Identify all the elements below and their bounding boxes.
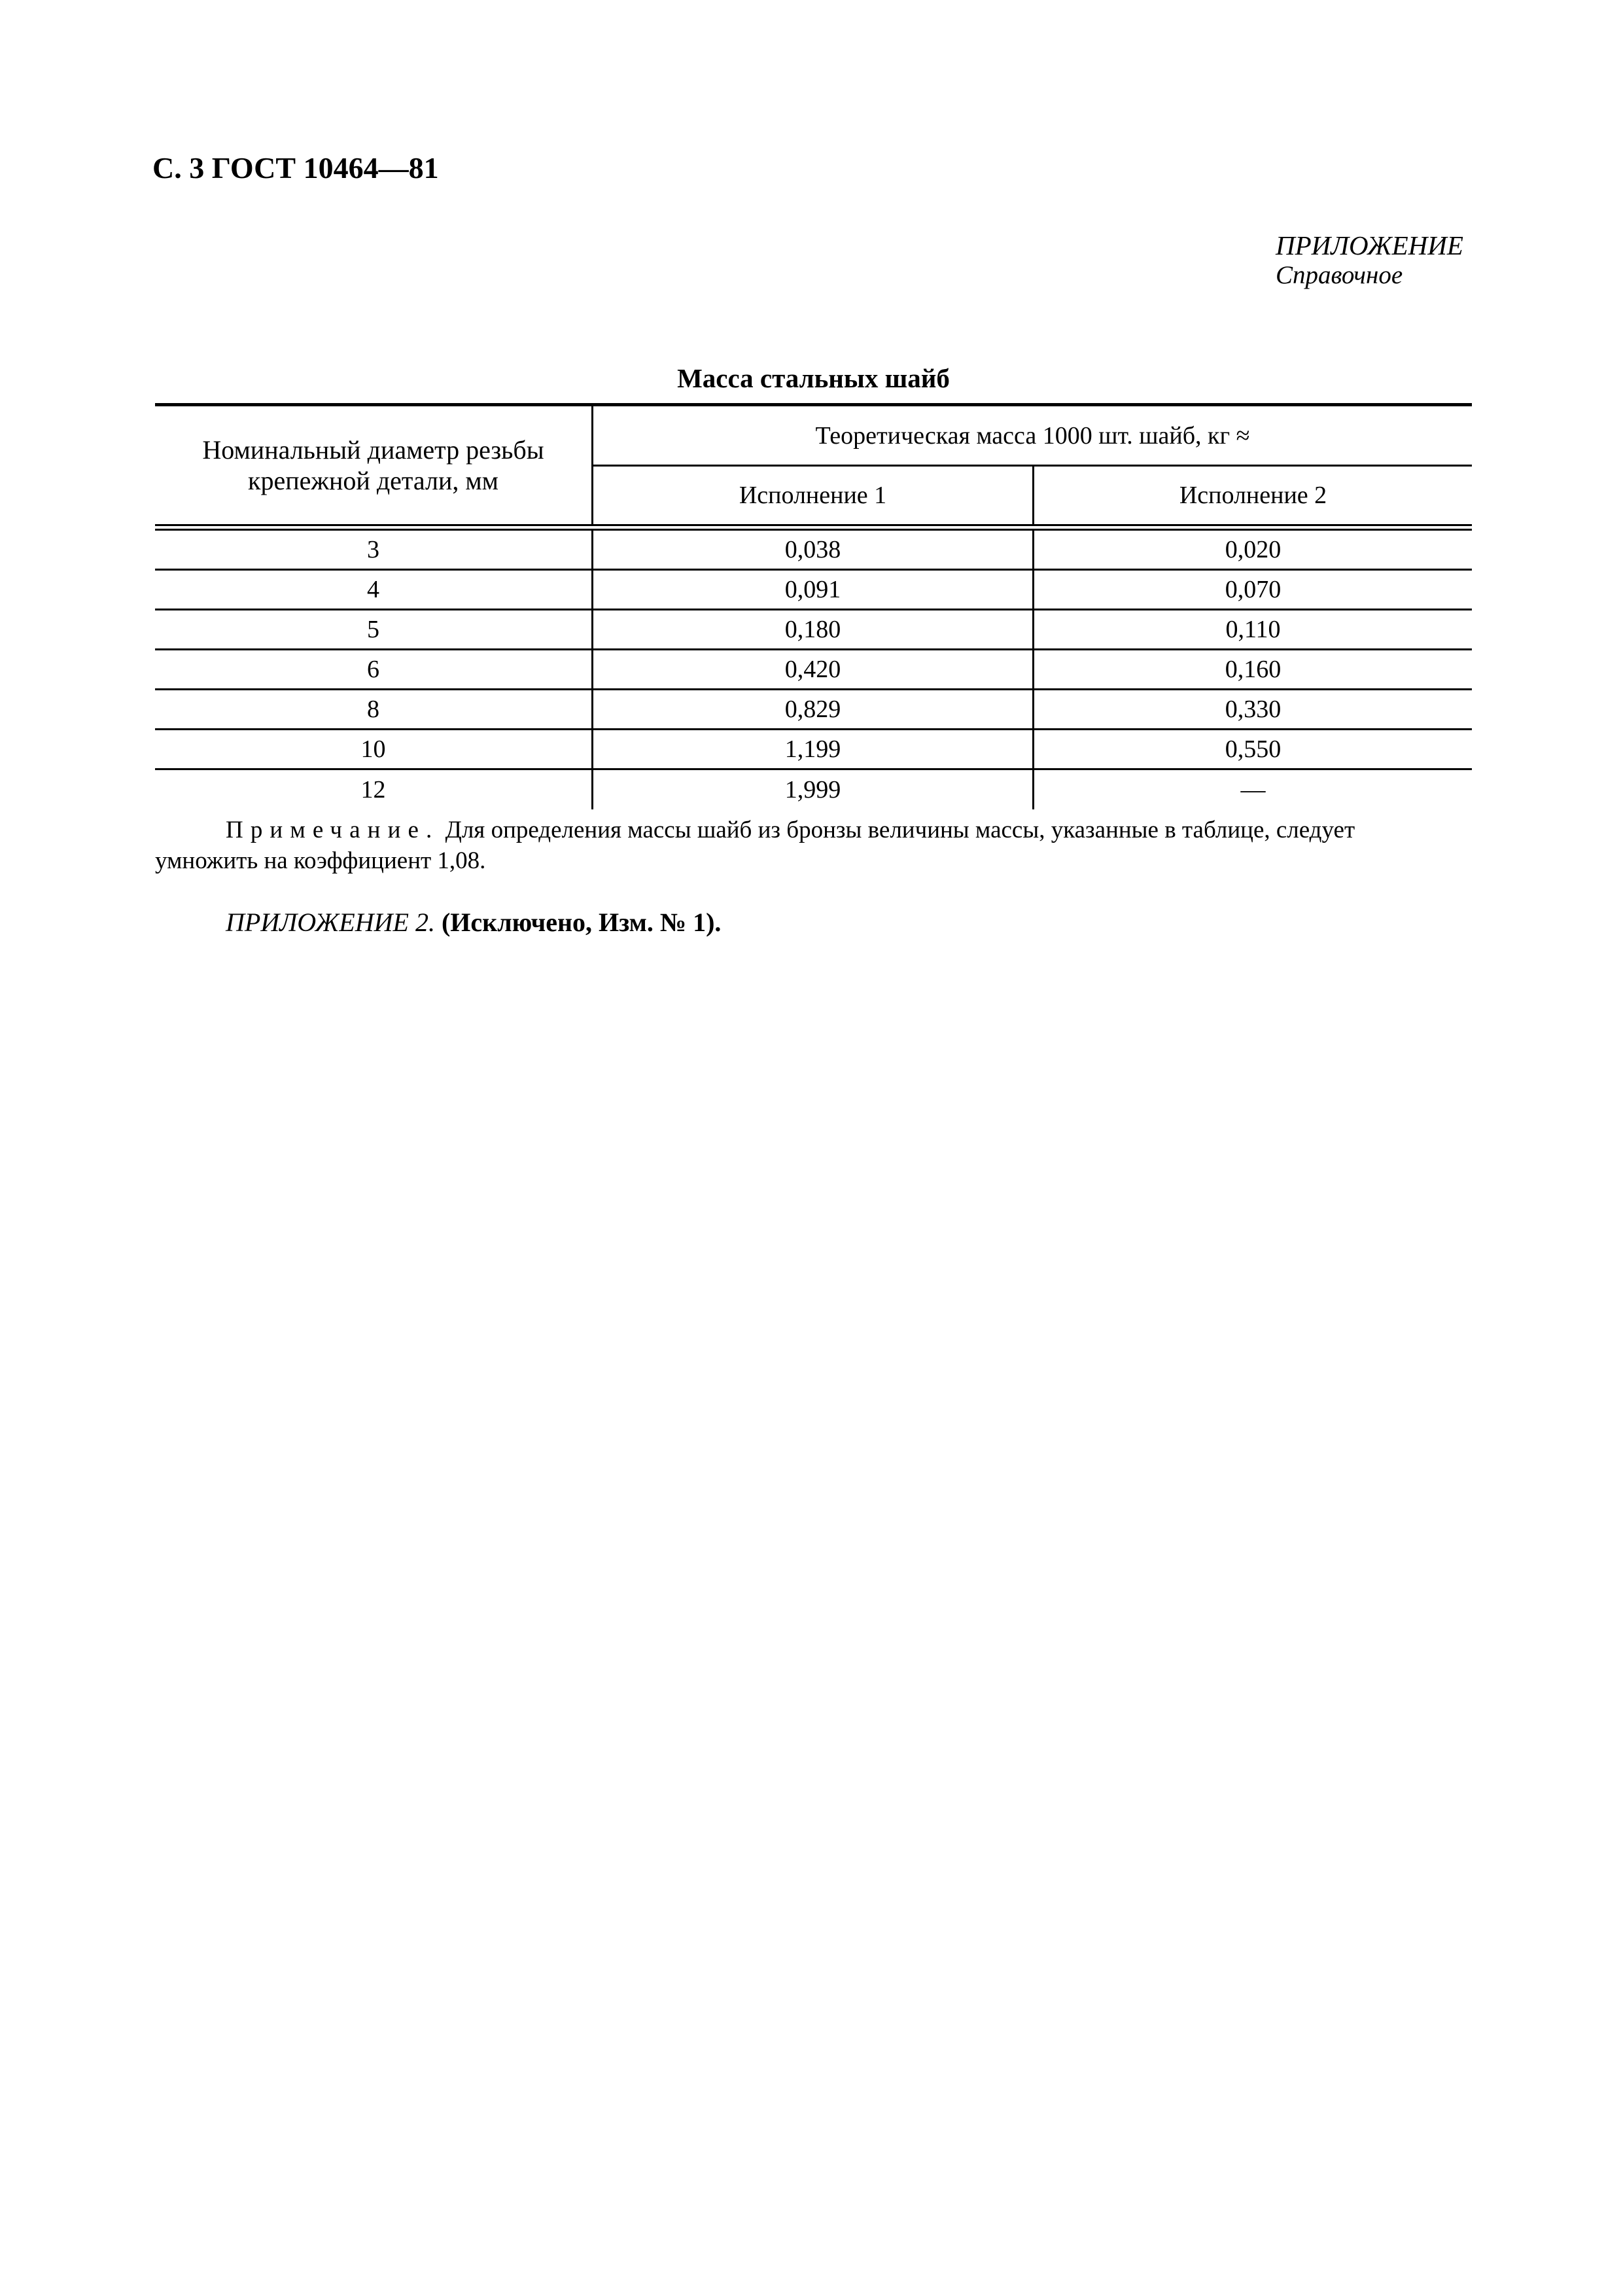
column-header-version-2: Исполнение 2 — [1179, 482, 1327, 509]
cell-mass-version-1: 1,199 — [593, 730, 1034, 768]
page-header: С. 3 ГОСТ 10464—81 — [152, 151, 439, 185]
cell-diameter: 4 — [155, 571, 593, 609]
cell-diameter: 5 — [155, 610, 593, 648]
table-title: Масса стальных шайб — [677, 363, 950, 393]
table-row: 12 1,999 — — [155, 770, 1472, 809]
cell-mass-version-1: 0,091 — [593, 571, 1034, 609]
cell-mass-version-1: 0,829 — [593, 690, 1034, 728]
cell-mass-version-2: 0,330 — [1225, 696, 1282, 723]
column-header-diameter: Номинальный диаметр резьбы крепежной дет… — [155, 406, 593, 524]
table-row: 10 1,199 0,550 — [155, 730, 1472, 770]
cell-mass-version-1: 0,420 — [593, 650, 1034, 688]
cell-mass-version-2: — — [1240, 776, 1266, 804]
cell-mass-version-2: 0,550 — [1225, 735, 1282, 763]
double-rule — [155, 524, 1472, 531]
appendix-type: Справочное — [1276, 261, 1403, 289]
note: Примечание. Для определения массы шайб и… — [155, 815, 1476, 876]
column-header-theoretical-mass: Теоретическая масса 1000 шт. шайб, кг ≈ — [593, 406, 1472, 467]
appendix-2-label: ПРИЛОЖЕНИЕ 2. — [226, 908, 435, 937]
cell-diameter: 10 — [155, 730, 593, 768]
table-row: 6 0,420 0,160 — [155, 650, 1472, 690]
cell-mass-version-1: 0,038 — [593, 531, 1034, 569]
table-row: 8 0,829 0,330 — [155, 690, 1472, 730]
table-header: Номинальный диаметр резьбы крепежной дет… — [155, 406, 1472, 524]
cell-diameter: 8 — [155, 690, 593, 728]
note-text: Для определения массы шайб из бронзы вел… — [155, 817, 1355, 874]
cell-mass-version-2: 0,160 — [1225, 656, 1282, 683]
table-row: 3 0,038 0,020 — [155, 531, 1472, 571]
table-subheader-row: Исполнение 1 Исполнение 2 — [593, 467, 1472, 524]
cell-diameter: 3 — [155, 531, 593, 569]
appendix-2-line: ПРИЛОЖЕНИЕ 2. (Исключено, Изм. № 1). — [155, 907, 1476, 938]
cell-mass-version-2: 0,110 — [1225, 616, 1281, 643]
appendix-2-status: (Исключено, Изм. № 1). — [441, 908, 722, 937]
cell-mass-version-1: 1,999 — [593, 770, 1034, 809]
table-row: 4 0,091 0,070 — [155, 571, 1472, 610]
cell-diameter: 12 — [155, 770, 593, 809]
cell-mass-version-2: 0,070 — [1225, 576, 1282, 603]
mass-table: Номинальный диаметр резьбы крепежной дет… — [155, 403, 1472, 809]
note-label: Примечание. — [226, 817, 440, 843]
cell-mass-version-2: 0,020 — [1225, 536, 1282, 563]
appendix-label: ПРИЛОЖЕНИЕ — [1276, 230, 1463, 260]
table-header-right: Теоретическая масса 1000 шт. шайб, кг ≈ … — [593, 406, 1472, 524]
cell-diameter: 6 — [155, 650, 593, 688]
cell-mass-version-1: 0,180 — [593, 610, 1034, 648]
table-row: 5 0,180 0,110 — [155, 610, 1472, 650]
table-body: 3 0,038 0,020 4 0,091 0,070 5 0,180 0,110 6 0,420 0… — [155, 531, 1472, 809]
appendix-block: ПРИЛОЖЕНИЕ Справочное — [1276, 230, 1463, 291]
column-header-version-1: Исполнение 1 — [593, 467, 1034, 524]
